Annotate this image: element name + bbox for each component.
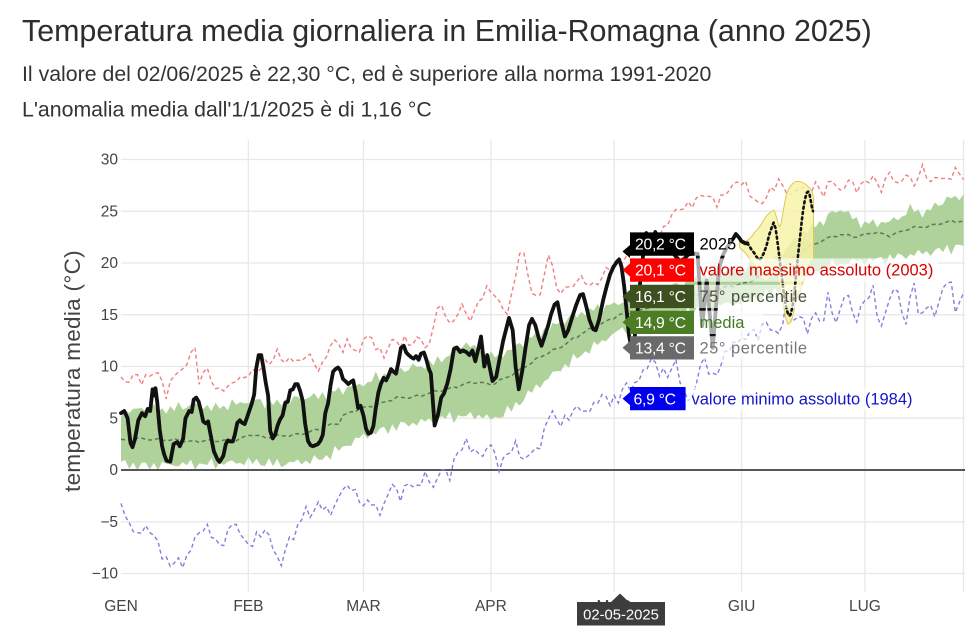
svg-text:5: 5 — [109, 410, 118, 427]
svg-text:MAR: MAR — [346, 598, 380, 615]
svg-text:6,9 °C: 6,9 °C — [634, 391, 676, 408]
svg-text:15: 15 — [101, 307, 118, 324]
svg-text:30: 30 — [101, 152, 119, 169]
svg-text:APR: APR — [475, 598, 507, 615]
svg-text:02-05-2025: 02-05-2025 — [583, 608, 659, 624]
svg-text:LUG: LUG — [849, 598, 881, 615]
svg-text:25: 25 — [101, 203, 118, 220]
svg-text:valore minimo assoluto (1984): valore minimo assoluto (1984) — [692, 390, 913, 408]
svg-text:FEB: FEB — [233, 598, 263, 615]
svg-text:GIU: GIU — [728, 598, 756, 615]
svg-text:Temperatura media giornaliera: Temperatura media giornaliera in Emilia-… — [22, 14, 872, 48]
svg-text:−10: −10 — [92, 566, 119, 583]
svg-text:25° percentile: 25° percentile — [700, 340, 808, 358]
svg-text:14,9 °C: 14,9 °C — [635, 315, 686, 332]
svg-text:temperatura media (°C): temperatura media (°C) — [60, 250, 85, 492]
svg-text:20: 20 — [101, 255, 119, 272]
svg-text:20,1 °C: 20,1 °C — [635, 263, 686, 280]
svg-text:−5: −5 — [100, 514, 118, 531]
svg-text:10: 10 — [101, 359, 119, 376]
svg-text:20,2 °C: 20,2 °C — [635, 237, 686, 254]
svg-text:GEN: GEN — [104, 598, 138, 615]
svg-text:13,4 °C: 13,4 °C — [635, 341, 686, 358]
svg-text:L'anomalia media dall'1/1/2025: L'anomalia media dall'1/1/2025 è di 1,16… — [22, 98, 432, 122]
svg-text:valore massimo assoluto (2003): valore massimo assoluto (2003) — [700, 262, 934, 280]
svg-text:media: media — [700, 314, 746, 332]
svg-text:75° percentile: 75° percentile — [700, 288, 808, 306]
svg-text:16,1 °C: 16,1 °C — [635, 289, 686, 306]
svg-text:0: 0 — [109, 462, 118, 479]
svg-text:2025: 2025 — [700, 236, 737, 254]
svg-text:Il valore del 02/06/2025 è 22,: Il valore del 02/06/2025 è 22,30 °C, ed … — [22, 62, 711, 86]
